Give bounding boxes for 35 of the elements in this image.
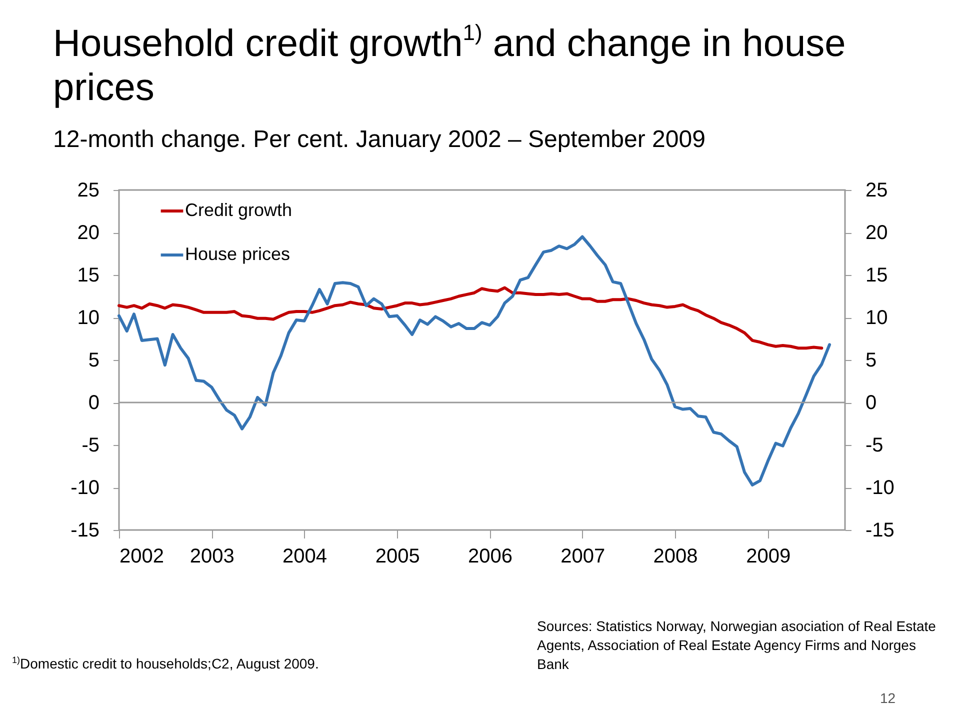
y2-tick-label: -15 [866, 520, 894, 542]
y-tick-label: 5 [88, 350, 100, 372]
y2-tick-label: 0 [866, 392, 877, 414]
y2-tick-label: 10 [866, 307, 888, 329]
text: $^{1)}$Domestic credit to households;C2, August 2009. [12, 655, 319, 672]
x-tick-label: 2002 [120, 546, 164, 568]
y2-tick-label: 15 [866, 264, 888, 286]
chart-subtitle: 12-month change. Per cent. January 2002 – September 2009 [53, 126, 706, 154]
x-tick-label: 2003 [190, 546, 234, 568]
x-tick-label: 2008 [653, 546, 698, 568]
chart-title: Household credit growth$^{1)}$ and change in house prices [53, 20, 846, 109]
y2-tick-label: 25 [866, 180, 888, 202]
legend-label: Credit growth [185, 200, 292, 220]
line-series [118, 286, 824, 350]
y-tick-label: 25 [77, 180, 100, 202]
x-tick-label: 2005 [375, 546, 420, 568]
y2-tick-label: -5 [866, 434, 884, 456]
y-tick-label: 10 [77, 307, 100, 329]
x-tick-label: 2004 [282, 546, 327, 568]
y-tick-label: 15 [77, 264, 100, 286]
y-tick-label: -10 [70, 477, 100, 499]
x-tick-label: 2007 [560, 546, 606, 568]
line-series [118, 235, 832, 486]
source-note: Sources: Statistics Norway, Norwegian asociation of Real Estate Agents, Association of Real Estate Agency Firms and Norges Bank [537, 617, 937, 674]
x-tick-label: 2006 [468, 546, 512, 568]
y-tick-label: 0 [88, 392, 100, 414]
y-tick-label: -15 [70, 520, 100, 542]
y2-tick-label: -10 [866, 477, 894, 499]
y2-tick-label: 5 [866, 350, 877, 372]
y-tick-label: -5 [82, 434, 100, 456]
legend-label: House prices [185, 244, 290, 264]
x-tick-label: 2009 [746, 546, 791, 568]
y2-tick-label: 20 [866, 222, 888, 244]
y-tick-label: 20 [77, 222, 100, 244]
text: 12 [880, 690, 896, 706]
